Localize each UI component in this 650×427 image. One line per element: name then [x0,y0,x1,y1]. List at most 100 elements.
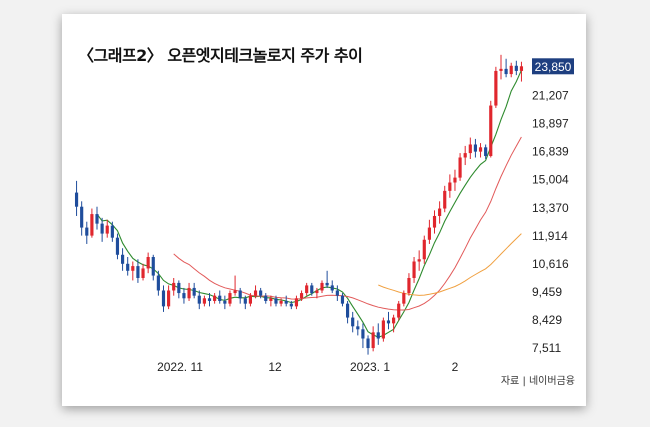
candle-body [269,298,273,301]
candle-body [126,263,130,271]
candle-71 [432,210,437,234]
candle-53 [340,293,345,307]
candle-50 [325,270,329,288]
candle-26 [202,295,206,307]
y-tick-label: 16,839 [532,145,569,159]
candle-body [325,282,329,286]
candle-28 [213,293,217,304]
y-tick-label-current: 23,850 [535,60,572,74]
candle-body [238,290,242,299]
candle-body [417,259,421,262]
candle-58 [366,335,370,355]
candle-83 [494,66,498,108]
candle-45 [299,290,304,301]
candle-75 [453,169,457,191]
candle-body [509,65,513,75]
candle-body [131,266,135,271]
candle-body [468,144,472,154]
candle-17 [156,270,160,296]
y-tick-label: 8,429 [532,313,562,327]
chart-card: 〈그래프2〉 오픈엣지테크놀로지 주가 추이 23,850 21,207 18,89… [62,14,586,406]
candle-68 [417,250,421,271]
candle-body [289,303,293,307]
candle-57 [361,323,365,349]
candle-76 [458,153,462,181]
y-tick-label: 10,616 [532,257,569,271]
candle-77 [463,145,467,166]
candle-body [356,326,360,330]
candle-54 [345,300,350,324]
candle-10 [120,248,125,271]
candle-59 [371,326,375,352]
candle-61 [381,317,385,342]
candle-body [228,293,232,304]
candle-34 [243,295,247,310]
candle-7 [105,219,109,238]
candle-72 [438,201,442,224]
candle-body [192,287,196,296]
y-tick-label: 13,370 [532,201,569,215]
candle-body [284,300,288,304]
candle-1 [74,180,79,216]
y-tick-label: 7,511 [532,341,561,355]
candle-body [432,215,437,228]
candle-body [310,285,314,294]
candle-18 [161,285,166,312]
candle-40 [274,295,278,307]
candle-body [259,290,263,296]
candle-55 [351,311,355,333]
candle-body [207,298,212,301]
candle-42 [284,295,288,307]
candle-38 [264,293,268,304]
candle-48 [315,287,319,299]
candle-3 [85,221,89,244]
candle-body [156,275,160,291]
candlestick-chart: 23,850 21,207 18,897 16,839 15,004 13,370 11,9… [74,54,575,387]
candle-body [504,68,508,75]
candle-16 [151,254,155,281]
y-tick-label: 11,914 [532,229,568,243]
candle-body [202,298,206,304]
candle-body [161,290,166,307]
candle-body [167,290,171,307]
candle-27 [207,293,212,307]
candle-85 [504,58,508,78]
candle-body [340,295,345,304]
candle-2 [80,201,84,236]
candle-82 [489,100,493,158]
candle-body [335,290,339,296]
candle-79 [473,138,478,158]
candle-20 [172,277,176,296]
candle-66 [407,273,411,296]
moving-average-line-long-2 [378,233,522,296]
candle-body [376,332,380,339]
candle-70 [427,219,431,244]
candle-body [345,303,350,318]
candle-body [274,298,278,304]
candle-body [110,225,114,238]
candle-41 [279,298,283,307]
candle-body [381,320,385,339]
candles-layer [74,54,524,355]
candle-body [100,223,104,234]
candle-5 [95,206,99,230]
candle-body [223,300,227,304]
candle-body [141,268,145,278]
candle-60 [376,323,380,345]
candle-15 [146,252,150,274]
candle-body [213,295,217,301]
candle-64 [397,300,401,321]
candle-43 [289,300,293,310]
candle-30 [223,295,227,310]
candle-body [182,293,186,299]
candle-35 [248,293,253,307]
candle-body [80,206,84,228]
candle-87 [514,60,518,76]
candle-67 [412,257,416,283]
candle-23 [187,282,191,301]
candle-65 [402,290,406,307]
candle-body [305,285,309,294]
candle-body [248,295,253,304]
moving-average-line-long-1 [173,136,522,311]
candle-body [351,317,355,327]
